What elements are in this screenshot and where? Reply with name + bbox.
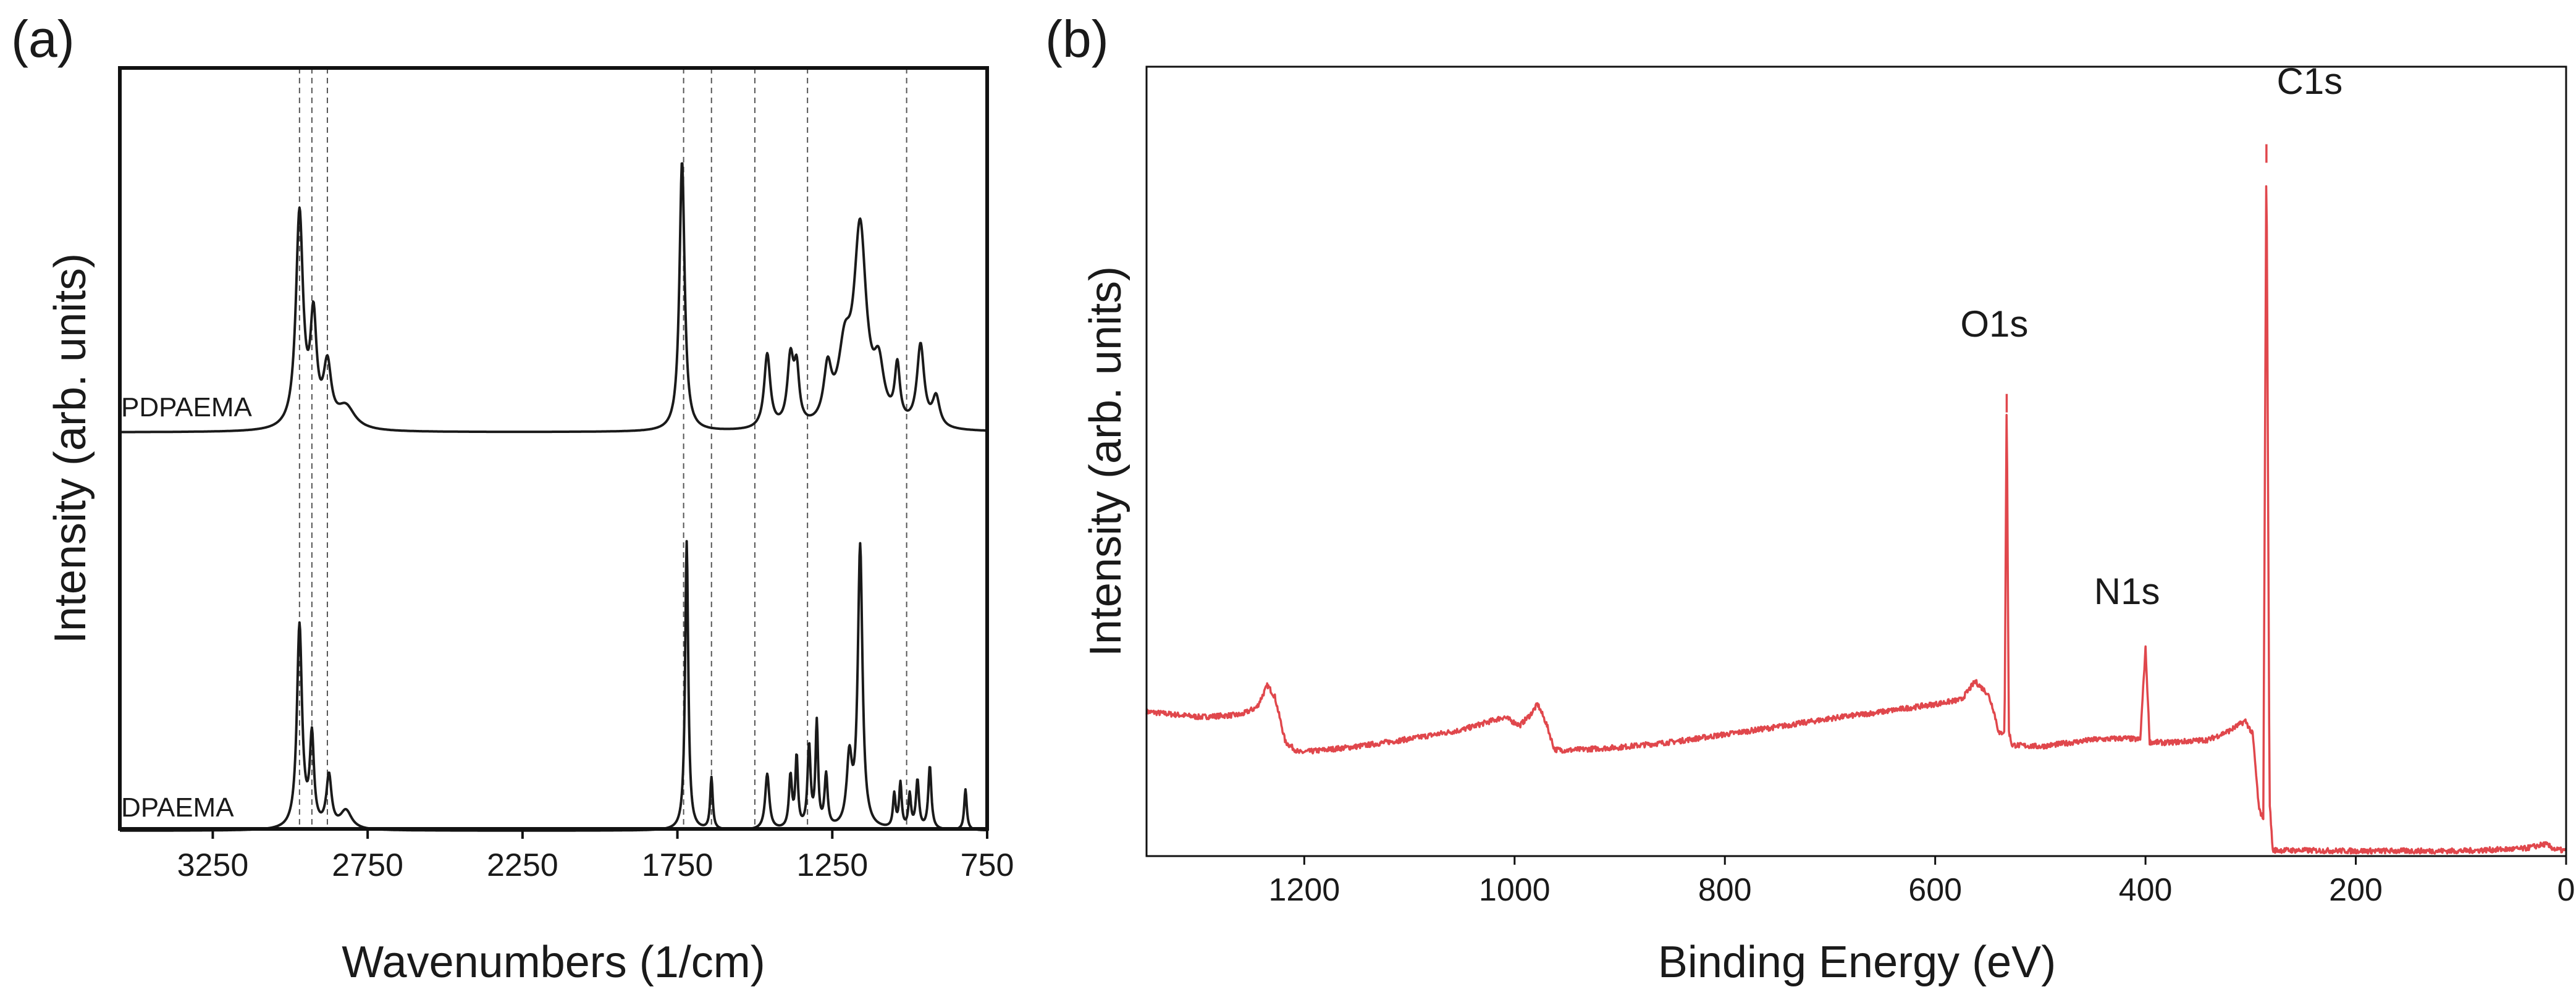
- x-tick-label-1750: 1750: [642, 847, 713, 883]
- peak-label-o1s: O1s: [1960, 303, 2028, 345]
- x-tick-label-200: 200: [2329, 872, 2383, 908]
- panel-a-plot-frame: [118, 66, 989, 831]
- peak-annotations: C1s O1s N1s: [1960, 61, 2342, 612]
- panel-b-plot-frame: [1145, 65, 2567, 857]
- spectrum-pdpaema: [119, 162, 988, 434]
- panel-a-ftir: (a) 3250 2750 2250 1750 1250 750 PDPAEMA DPAE…: [11, 10, 1014, 987]
- x-tick-label-800: 800: [1698, 872, 1752, 908]
- x-tick-label-1250: 1250: [796, 847, 868, 883]
- x-tick-label-750: 750: [961, 847, 1014, 883]
- series-label-pdpaema: PDPAEMA: [121, 392, 253, 422]
- x-tick-label-1000: 1000: [1479, 872, 1551, 908]
- x-tick-label-1200: 1200: [1268, 872, 1340, 908]
- reference-lines: [298, 68, 907, 829]
- panel-a-label: (a): [11, 10, 75, 68]
- xps-series: [1145, 144, 2567, 855]
- panel-b-xps: (b) 1200 1000 800 600 400 200 0 C1s O1s N1s Bind…: [1045, 10, 2575, 987]
- spectrum-dpaema: [119, 540, 988, 832]
- panel-a-y-axis-title: Intensity (arb. units): [46, 253, 95, 644]
- ftir-series: [119, 162, 988, 832]
- x-tick-label-0: 0: [2557, 872, 2575, 908]
- x-tick-label-400: 400: [2119, 872, 2173, 908]
- panel-b-x-axis-title: Binding Energy (eV): [1658, 938, 2056, 987]
- panel-b-x-ticks: 1200 1000 800 600 400 200 0: [1268, 856, 2575, 908]
- panel-a-x-axis-title: Wavenumbers (1/cm): [342, 938, 765, 987]
- xps-spectrum-line: [1145, 185, 2567, 855]
- panel-b-label: (b): [1045, 10, 1109, 68]
- x-tick-label-600: 600: [1908, 872, 1962, 908]
- panel-a-x-ticks: 3250 2750 2250 1750 1250 750: [177, 829, 1014, 883]
- panel-b-y-axis-title: Intensity (arb. units): [1081, 266, 1130, 657]
- x-tick-label-2750: 2750: [332, 847, 403, 883]
- x-tick-label-3250: 3250: [177, 847, 249, 883]
- peak-label-n1s: N1s: [2094, 571, 2160, 612]
- peak-label-c1s: C1s: [2277, 61, 2343, 102]
- x-tick-label-2250: 2250: [487, 847, 558, 883]
- series-label-dpaema: DPAEMA: [121, 792, 234, 823]
